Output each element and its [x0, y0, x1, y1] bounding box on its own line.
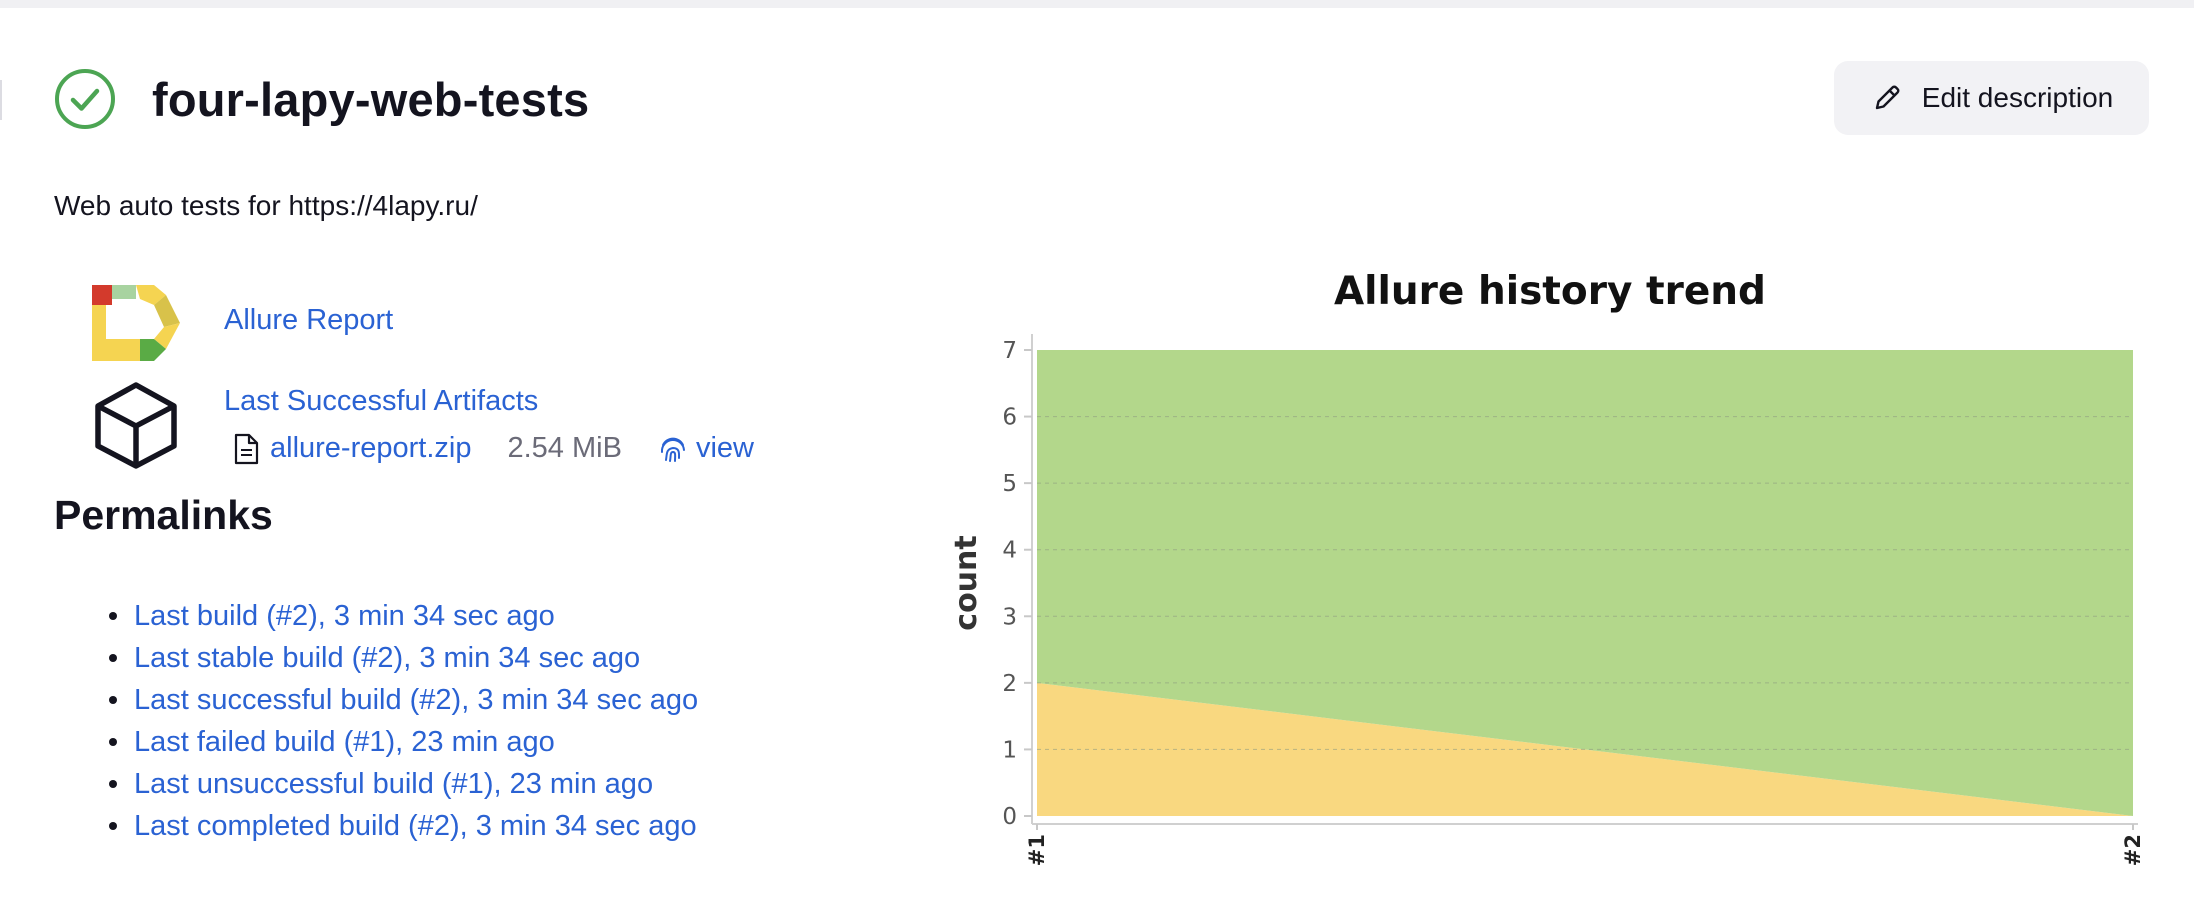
sidebar-edge — [0, 80, 2, 120]
permalinks-list: Last build (#2), 3 min 34 sec ago Last s… — [108, 595, 699, 847]
chart-y-tick-label: 2 — [1002, 671, 1017, 697]
job-header: four-lapy-web-tests — [54, 68, 589, 130]
chart-title: Allure history trend — [1334, 269, 1766, 314]
top-bar-strip — [0, 0, 2194, 8]
artifact-view-link[interactable]: view — [695, 432, 754, 464]
chart-y-tick-label: 0 — [1002, 804, 1017, 830]
allure-trend-chart[interactable]: 0 1 2 3 4 5 6 7 #1 #2 Allure history trend count — [950, 260, 2150, 880]
chart-y-tick-label: 1 — [1002, 737, 1017, 763]
permalink-last-stable-build[interactable]: Last stable build (#2), 3 min 34 sec ago — [134, 642, 641, 674]
list-item: Last successful build (#2), 3 min 34 sec… — [108, 679, 699, 721]
allure-report-link[interactable]: Allure Report — [224, 304, 394, 336]
page-title: four-lapy-web-tests — [152, 72, 590, 126]
artifact-download-link[interactable]: allure-report.zip — [270, 432, 472, 464]
artifact-row: allure-report.zip 2.54 MiB view — [232, 432, 754, 465]
artifact-size: 2.54 MiB — [507, 432, 622, 464]
chart-y-tick-label: 6 — [1002, 405, 1017, 431]
chart-y-tick-label: 4 — [1002, 538, 1017, 564]
list-item: Last unsuccessful build (#1), 23 min ago — [108, 763, 698, 805]
permalink-last-build[interactable]: Last build (#2), 3 min 34 sec ago — [134, 600, 555, 632]
list-item: Last stable build (#2), 3 min 34 sec ago — [108, 637, 698, 679]
chart-y-axis-label: count — [950, 535, 984, 630]
chart-series-area-1 — [1037, 350, 2133, 816]
chart-x-tick-label: #2 — [2121, 834, 2145, 866]
pencil-icon — [1875, 85, 1900, 110]
permalink-last-successful-build[interactable]: Last successful build (#2), 3 min 34 sec… — [134, 684, 699, 716]
chart-y-tick-label: 5 — [1002, 471, 1017, 497]
fingerprint-icon — [660, 437, 685, 462]
check-circle-icon — [55, 69, 115, 129]
list-item: Last failed build (#1), 23 min ago — [108, 721, 698, 763]
last-successful-artifacts-link[interactable]: Last Successful Artifacts — [224, 385, 539, 417]
permalink-last-failed-build[interactable]: Last failed build (#1), 23 min ago — [134, 726, 555, 758]
edit-description-label: Edit description — [1921, 82, 2114, 113]
chart-x-tick-label: #1 — [1025, 834, 1049, 866]
list-item: Last completed build (#2), 3 min 34 sec … — [108, 805, 698, 847]
edit-description-button[interactable]: Edit description — [1834, 61, 2149, 135]
chart-y-tick-label: 7 — [1002, 338, 1017, 364]
job-description: Web auto tests for https://4lapy.ru/ — [54, 190, 478, 221]
permalinks-heading: Permalinks — [54, 492, 273, 538]
box-icon — [95, 382, 177, 469]
permalink-last-completed-build[interactable]: Last completed build (#2), 3 min 34 sec … — [134, 810, 697, 842]
list-item: Last build (#2), 3 min 34 sec ago — [108, 595, 698, 637]
permalink-last-unsuccessful-build[interactable]: Last unsuccessful build (#1), 23 min ago — [134, 768, 654, 800]
file-icon — [234, 433, 259, 464]
allure-logo — [92, 285, 180, 361]
chart-y-tick-label: 3 — [1002, 604, 1017, 630]
